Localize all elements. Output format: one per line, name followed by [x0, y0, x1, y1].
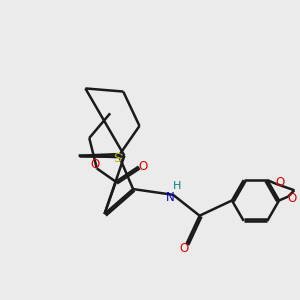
Text: O: O: [139, 160, 148, 173]
Text: O: O: [180, 242, 189, 255]
Text: O: O: [90, 158, 100, 171]
Text: O: O: [287, 192, 296, 205]
Text: H: H: [172, 182, 181, 191]
Text: O: O: [275, 176, 285, 188]
Text: S: S: [113, 152, 122, 165]
Text: N: N: [166, 191, 174, 204]
